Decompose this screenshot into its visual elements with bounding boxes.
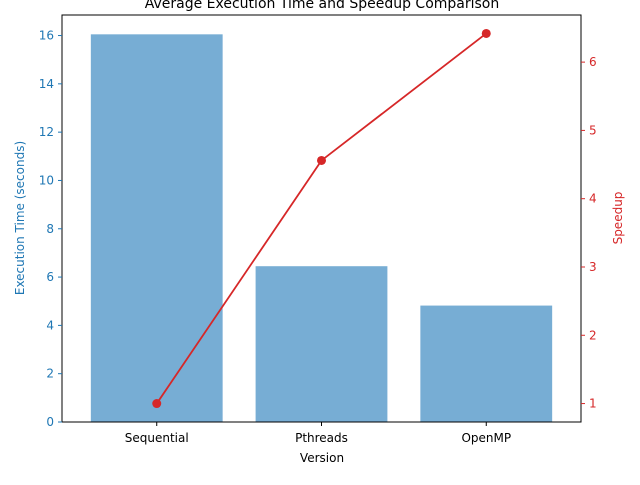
- right-y-tick-label: 5: [589, 123, 597, 137]
- right-y-axis-label: Speedup: [611, 192, 625, 245]
- chart-title: Average Execution Time and Speedup Compa…: [145, 0, 500, 12]
- left-y-tick-label: 14: [39, 77, 54, 91]
- left-y-tick-label: 16: [39, 29, 54, 43]
- plot-layer: [90, 28, 553, 423]
- right-y-tick-label: 6: [589, 55, 597, 69]
- right-y-tick-label: 4: [589, 192, 597, 206]
- left-y-tick-label: 12: [39, 125, 54, 139]
- x-tick-label: OpenMP: [461, 431, 511, 445]
- speedup-point-sequential: [152, 399, 162, 409]
- left-y-tick-label: 6: [46, 270, 54, 284]
- x-tick-label: Sequential: [125, 431, 189, 445]
- x-axis-label: Version: [300, 451, 344, 465]
- right-y-tick-label: 3: [589, 260, 597, 274]
- left-y-tick-label: 2: [46, 367, 54, 381]
- left-y-tick-label: 8: [46, 222, 54, 236]
- left-y-tick-label: 10: [39, 173, 54, 187]
- x-tick-label: Pthreads: [295, 431, 348, 445]
- bar-pthreads: [255, 266, 388, 422]
- left-y-tick-label: 0: [46, 415, 54, 429]
- bar-sequential: [90, 34, 223, 423]
- speedup-point-openmp: [481, 28, 491, 38]
- left-y-axis-label: Execution Time (seconds): [13, 141, 27, 295]
- right-y-tick-label: 2: [589, 328, 597, 342]
- left-y-tick-label: 4: [46, 318, 54, 332]
- speedup-point-pthreads: [317, 155, 326, 165]
- right-y-tick-label: 1: [589, 397, 597, 411]
- bar-openmp: [420, 305, 553, 422]
